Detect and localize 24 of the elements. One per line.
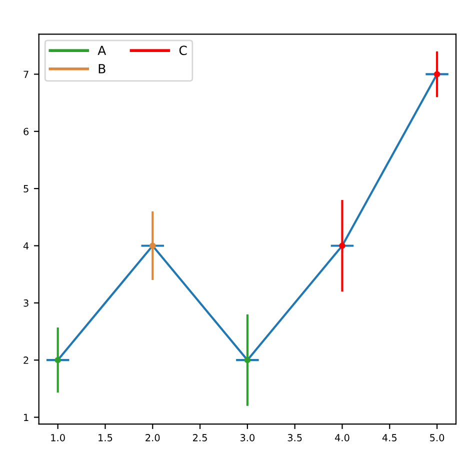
x-tick-label: 2.0 <box>146 434 160 442</box>
x-tick-label: 4.5 <box>382 434 397 442</box>
legend-label: C <box>179 46 187 56</box>
point <box>150 242 156 249</box>
point <box>54 356 61 364</box>
point <box>244 356 251 364</box>
x-tick-label: 1.5 <box>98 434 112 442</box>
x-tick-label: 4.0 <box>334 434 350 442</box>
point <box>434 71 440 78</box>
x-tick-label: 3.5 <box>288 434 302 442</box>
y-tick-label: 5 <box>24 185 28 192</box>
y-tick-label: 2 <box>24 356 28 364</box>
x-tick-label: 2.5 <box>193 434 207 442</box>
point <box>339 242 346 249</box>
y-tick-label: 3 <box>24 299 28 307</box>
x-tick-label: 1.0 <box>51 434 65 442</box>
x-tick-label: 5.0 <box>430 434 444 442</box>
y-tick-label: 4 <box>23 242 29 250</box>
legend-label: A <box>98 46 106 55</box>
y-tick-label: 7 <box>24 70 28 78</box>
y-tick-label: 6 <box>24 128 29 136</box>
x-tick-label: 3.0 <box>240 434 255 442</box>
legend-label: B <box>98 64 106 74</box>
y-tick-label: 1 <box>24 414 28 421</box>
